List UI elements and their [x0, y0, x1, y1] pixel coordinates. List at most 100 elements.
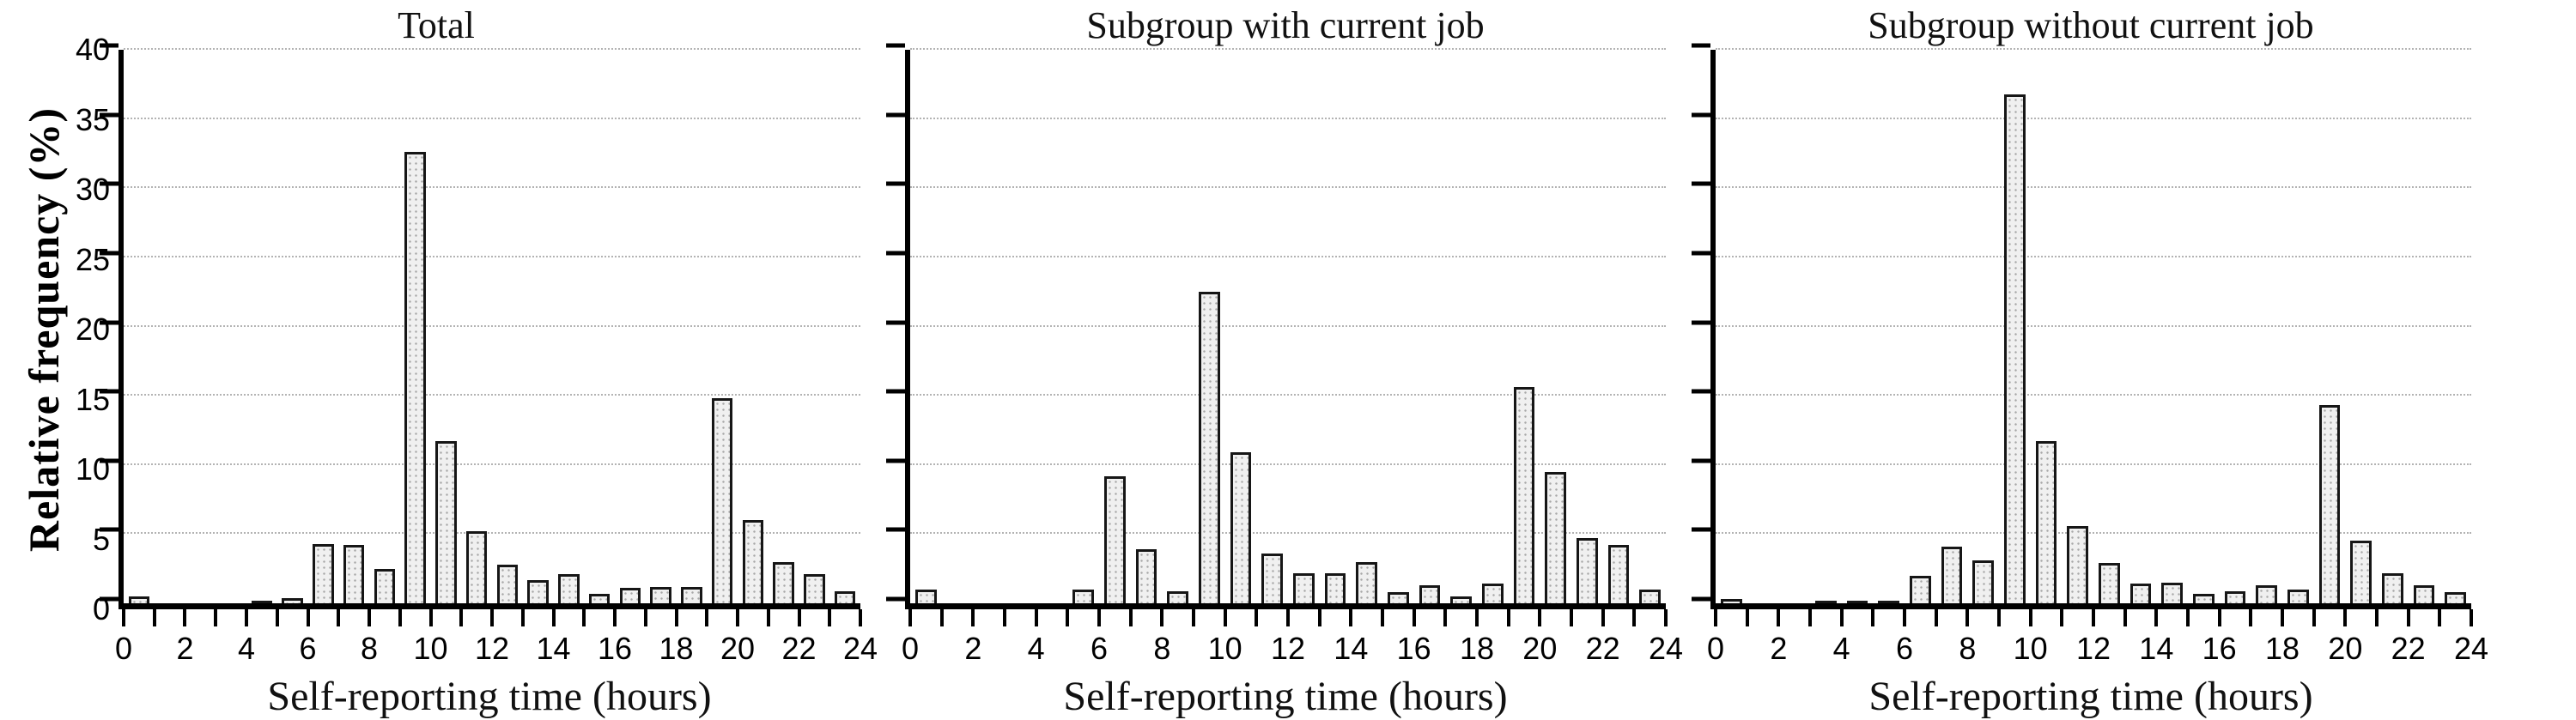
bar	[1545, 471, 1567, 603]
x-tick	[1381, 609, 1384, 626]
x-tick-label: 2	[176, 631, 194, 666]
x-tick	[859, 609, 862, 626]
y-tick	[1692, 458, 1710, 463]
x-tick	[797, 609, 801, 626]
panel-title: Total	[398, 4, 475, 46]
x-tick-label: 4	[237, 631, 255, 666]
gridline	[910, 255, 1666, 257]
y-tick	[1692, 112, 1710, 118]
panel-total: Total Relative frequency (%) 0 5 10 15 20 25 3…	[12, 4, 878, 720]
bar	[1846, 600, 1868, 603]
x-tick-label: 12	[1270, 631, 1306, 666]
bar	[1356, 561, 1378, 603]
y-tick	[1692, 181, 1710, 186]
x-tick-label: 22	[2391, 631, 2426, 666]
x-tick	[2154, 609, 2159, 626]
bar	[1419, 585, 1441, 603]
x-tick	[1034, 609, 1038, 626]
x-tick-label: 10	[413, 631, 448, 666]
gridline	[124, 117, 860, 119]
y-tick	[100, 320, 118, 324]
bar	[2224, 590, 2246, 603]
gridline	[910, 186, 1666, 189]
bar	[2287, 589, 2309, 603]
bar	[1909, 575, 1931, 603]
bar	[1324, 572, 1346, 603]
bar	[343, 545, 365, 603]
x-tick	[1745, 609, 1749, 626]
gridline	[124, 463, 860, 465]
bar	[1230, 452, 1252, 603]
y-tick	[1692, 320, 1710, 324]
gridline	[1716, 394, 2471, 396]
bar	[1814, 601, 1837, 603]
x-tick-label: 0	[1706, 631, 1725, 666]
x-tick	[2028, 609, 2032, 626]
y-tick	[100, 43, 118, 48]
y-tick	[1692, 596, 1710, 602]
y-tick	[100, 112, 118, 118]
y-tick	[886, 181, 905, 186]
x-tick	[1412, 609, 1416, 626]
gridline	[124, 394, 860, 396]
bar	[2445, 592, 2467, 603]
x-tick	[1664, 609, 1668, 626]
bar	[1639, 589, 1662, 603]
x-tick	[2217, 609, 2221, 626]
x-tick	[1223, 609, 1227, 626]
x-tick	[1601, 609, 1605, 626]
x-tick	[459, 609, 464, 626]
x-tick-label: 6	[299, 631, 317, 666]
x-tick	[971, 609, 975, 626]
x-tick	[367, 609, 371, 626]
x-tick	[1871, 609, 1875, 626]
x-tick-label: 2	[1770, 631, 1788, 666]
x-tick	[2060, 609, 2064, 626]
y-tick	[886, 596, 905, 602]
bar	[2192, 593, 2215, 603]
bar	[2413, 585, 2435, 603]
x-tick	[766, 609, 770, 626]
x-tick-label: 18	[1459, 631, 1495, 666]
x-tick-label: 14	[2139, 631, 2174, 666]
x-tick	[1160, 609, 1164, 626]
x-tick-label: 0	[901, 631, 920, 666]
x-tick	[1934, 609, 1938, 626]
x-tick-label: 6	[1090, 631, 1109, 666]
bar	[1072, 589, 1095, 603]
y-tick-label: 15	[75, 381, 110, 417]
x-tick	[643, 609, 647, 626]
x-tick-label: 24	[1648, 631, 1684, 666]
x-tick-label: 16	[1396, 631, 1431, 666]
x-tick	[1903, 609, 1906, 626]
plot-area: 0 2 4 6 8 10 12 14 16 18 20 22 24	[1692, 43, 2488, 666]
x-tick	[1192, 609, 1195, 626]
bar	[2350, 541, 2372, 603]
bar	[374, 568, 396, 603]
y-tick-label: 40	[75, 32, 110, 67]
bar	[1941, 546, 1963, 603]
x-tick	[2343, 609, 2348, 626]
bar	[2381, 572, 2403, 603]
x-tick	[1128, 609, 1133, 626]
x-tick	[2312, 609, 2316, 626]
x-tick	[214, 609, 218, 626]
x-tick	[490, 609, 494, 626]
bar	[1103, 475, 1126, 603]
gridline	[1716, 117, 2471, 119]
x-tick	[152, 609, 156, 626]
panel-title: Subgroup with current job	[1086, 4, 1485, 46]
x-tick-label: 0	[114, 631, 133, 666]
gridline	[910, 394, 1666, 396]
y-tick	[100, 596, 118, 602]
x-tick-label: 6	[1895, 631, 1914, 666]
bar	[1576, 538, 1598, 603]
x-tick	[736, 609, 739, 626]
x-tick-label: 24	[2453, 631, 2489, 666]
plot-row: 0 2 4 6 8 10 12 14 16 18 20 22 24	[1692, 43, 2488, 666]
x-axis-label: Self-reporting time (hours)	[1063, 674, 1508, 719]
x-tick	[582, 609, 586, 626]
x-tick	[1475, 609, 1479, 626]
y-tick	[886, 251, 905, 256]
